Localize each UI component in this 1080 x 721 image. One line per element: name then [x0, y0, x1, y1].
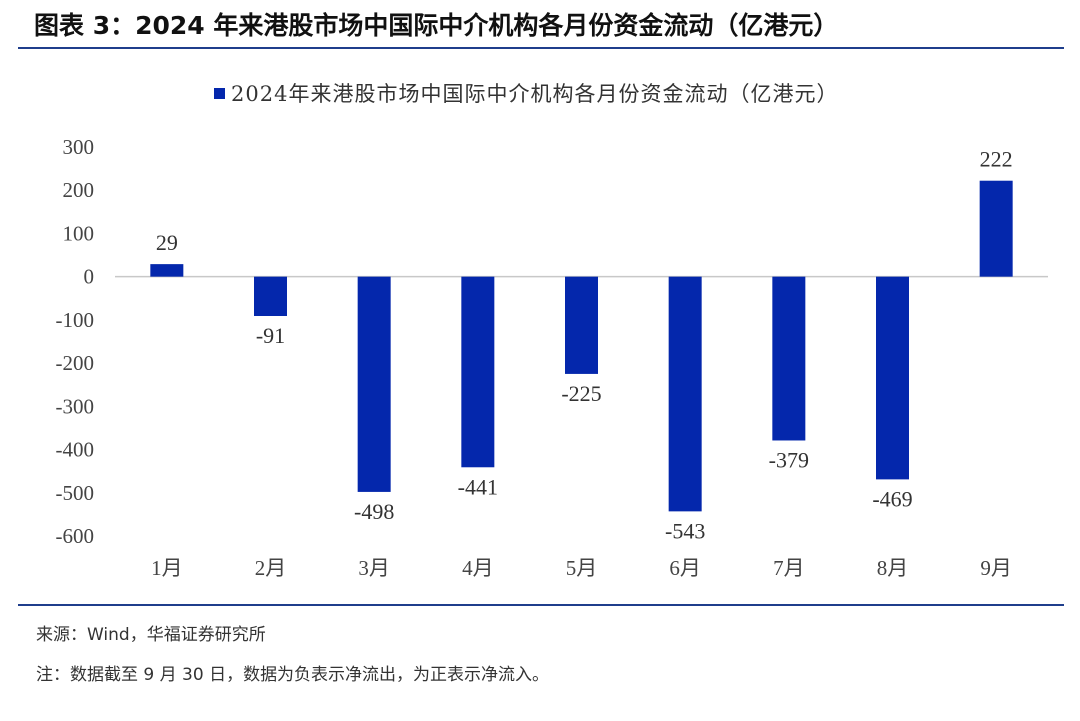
x-tick-label: 1月 — [151, 556, 183, 580]
bar — [565, 276, 598, 374]
chart-legend: 2024年来港股市场中国际中介机构各月份资金流动（亿港元） — [214, 78, 838, 108]
x-tick-label: 5月 — [566, 556, 598, 580]
x-tick-label: 3月 — [358, 556, 390, 580]
bar — [254, 276, 287, 316]
footnote: 注：数据截至 9 月 30 日，数据为负表示净流出，为正表示净流入。 — [36, 665, 550, 685]
x-tick-label: 8月 — [877, 556, 909, 580]
data-label: 222 — [980, 147, 1013, 172]
x-tick-label: 9月 — [980, 556, 1012, 580]
bar — [150, 264, 184, 277]
data-label: -441 — [458, 474, 498, 499]
bar — [668, 276, 702, 512]
y-tick-label: -500 — [56, 481, 95, 505]
x-tick-label: 6月 — [669, 556, 701, 580]
data-label: -498 — [354, 499, 394, 524]
x-tick-label: 4月 — [462, 556, 494, 580]
data-label: -225 — [561, 381, 601, 406]
source-note: 来源：Wind，华福证券研究所 — [36, 625, 266, 645]
y-tick-label: -400 — [56, 438, 95, 462]
data-label: 29 — [156, 230, 178, 255]
bar — [979, 180, 1013, 277]
figure-title: 图表 3：2024 年来港股市场中国际中介机构各月份资金流动（亿港元） — [34, 11, 839, 40]
legend-label: 2024年来港股市场中国际中介机构各月份资金流动（亿港元） — [231, 82, 839, 106]
y-tick-label: 300 — [63, 135, 95, 159]
data-label: -379 — [769, 447, 809, 472]
y-tick-label: 200 — [63, 178, 95, 202]
y-tick-label: 100 — [63, 221, 95, 245]
title-rule — [18, 47, 1064, 49]
data-label: -91 — [256, 323, 285, 348]
bar — [357, 276, 391, 492]
x-tick-label: 2月 — [255, 556, 287, 580]
bar — [461, 276, 495, 468]
y-tick-label: 0 — [84, 265, 95, 289]
data-label: -469 — [872, 486, 912, 511]
bar — [772, 276, 806, 441]
y-tick-label: -100 — [56, 308, 95, 332]
y-tick-label: -300 — [56, 394, 95, 418]
data-label: -543 — [665, 518, 705, 543]
bar-chart: 300 200 100 0 -100 -200 -300 -400 -500 -600 29 1月 -9… — [56, 135, 1048, 580]
bar — [876, 276, 909, 480]
legend-swatch — [214, 87, 225, 99]
y-tick-label: -600 — [56, 524, 95, 548]
footer-rule — [18, 604, 1064, 606]
y-tick-label: -200 — [56, 351, 95, 375]
x-tick-label: 7月 — [773, 556, 805, 580]
